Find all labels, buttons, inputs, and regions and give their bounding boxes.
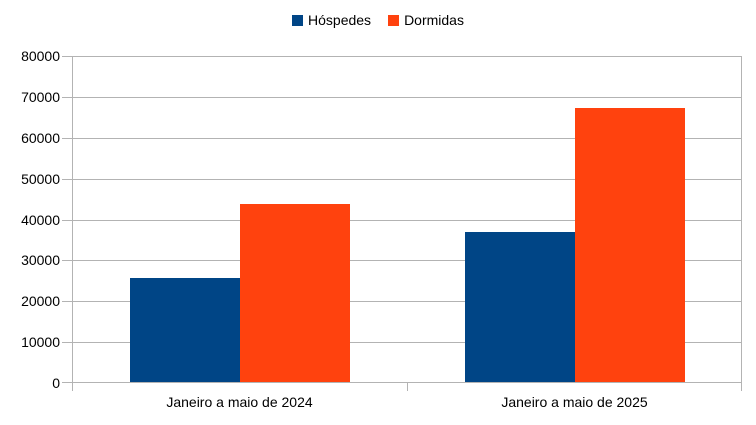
x-axis-tick <box>741 383 742 391</box>
y-axis-tick <box>62 342 72 344</box>
y-axis-tick-label: 50000 <box>21 170 60 187</box>
x-axis-category-label: Janeiro a maio de 2024 <box>166 394 313 410</box>
gridline-60000 <box>72 137 742 139</box>
bar-dormidas-1 <box>239 204 350 382</box>
legend-label-hospedes: Hóspedes <box>308 12 372 28</box>
legend-item-dormidas: Dormidas <box>388 12 464 28</box>
x-axis-tick <box>407 383 408 391</box>
y-axis-tick-label: 0 <box>52 375 60 391</box>
y-axis-tick <box>62 219 72 221</box>
y-axis-tick-label: 40000 <box>21 211 60 228</box>
plot-area <box>62 56 742 391</box>
x-axis-tick <box>72 383 73 391</box>
legend-swatch-dormidas-icon <box>388 14 400 26</box>
y-axis-tick-label: 10000 <box>21 334 60 351</box>
y-axis-tick <box>62 260 72 262</box>
gridline-50000 <box>72 178 742 180</box>
gridline-40000 <box>72 219 742 221</box>
gridline-70000 <box>72 96 742 98</box>
bar-dormidas-2 <box>574 108 685 382</box>
gridline-30000 <box>72 260 742 262</box>
legend-label-dormidas: Dormidas <box>404 12 464 28</box>
y-axis-tick-label: 80000 <box>21 48 60 64</box>
bar-hospedes-2 <box>464 231 575 382</box>
gridline-80000 <box>72 56 742 57</box>
y-axis-tick-label: 20000 <box>21 293 60 310</box>
y-axis-tick-label: 70000 <box>21 88 60 105</box>
x-axis-category-label: Janeiro a maio de 2025 <box>501 394 648 410</box>
gridline-10000 <box>72 342 742 344</box>
y-axis-tick <box>62 301 72 303</box>
chart-legend: Hóspedes Dormidas <box>0 12 756 28</box>
y-axis-tick-label: 60000 <box>21 129 60 146</box>
y-axis-tick <box>62 382 72 383</box>
bar-hospedes-1 <box>129 277 240 382</box>
y-axis-tick-label: 30000 <box>21 252 60 269</box>
y-axis-tick <box>62 137 72 139</box>
y-axis-tick <box>62 56 72 57</box>
gridline-20000 <box>72 301 742 303</box>
y-axis-tick <box>62 178 72 180</box>
x-axis-line <box>72 382 742 383</box>
y-axis-tick <box>62 96 72 98</box>
legend-swatch-hospedes-icon <box>292 14 304 26</box>
legend-item-hospedes: Hóspedes <box>292 12 371 28</box>
